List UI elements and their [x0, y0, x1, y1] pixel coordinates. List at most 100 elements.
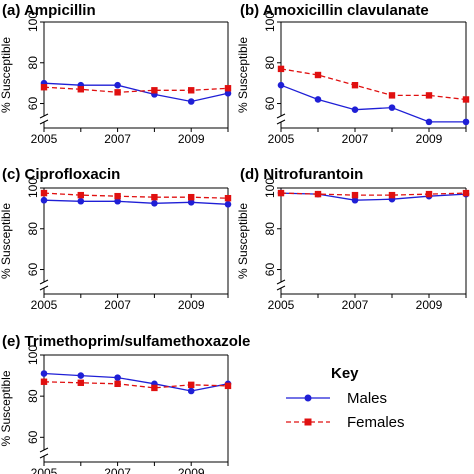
data-point-females — [351, 191, 359, 199]
legend-label: Males — [347, 390, 387, 407]
x-tick-label: 2007 — [104, 132, 131, 146]
x-tick-label: 2005 — [31, 132, 58, 146]
x-tick-label: 2007 — [104, 466, 131, 474]
series-line-males — [280, 192, 467, 201]
data-point-males — [77, 197, 85, 205]
data-point-females — [224, 85, 232, 92]
data-point-males — [224, 201, 232, 208]
data-point-females — [77, 86, 84, 93]
panel-title: (a) Ampicillin — [2, 2, 96, 19]
data-point-males — [40, 196, 48, 204]
panel-title: (b) Amoxicillin clavulanate — [240, 2, 429, 19]
series-line-males — [280, 84, 466, 123]
data-point-males — [462, 118, 470, 126]
legend-title: Key — [331, 365, 359, 382]
y-tick-label: 100 — [263, 178, 277, 198]
data-point-females — [188, 193, 195, 201]
data-point-males — [187, 387, 195, 395]
axis-break-mark — [39, 447, 49, 459]
series-line-males — [43, 372, 229, 392]
series-line-females — [43, 192, 229, 199]
data-point-males — [40, 370, 48, 377]
data-point-females — [114, 192, 121, 200]
panel-4: (d) Nitrofurantoin 2005 2007 2009 60 80 100 % S… — [236, 166, 470, 312]
data-point-females — [277, 65, 285, 73]
data-point-males — [187, 98, 195, 105]
data-point-females — [425, 190, 433, 198]
legend-label: Females — [347, 414, 405, 431]
y-tick-label: 80 — [263, 56, 277, 70]
x-tick-label: 2009 — [416, 298, 443, 312]
data-point-females — [40, 189, 48, 197]
data-point-females — [224, 382, 232, 390]
y-axis-label: % Susceptible — [0, 37, 13, 113]
y-tick-label: 80 — [26, 56, 40, 70]
x-tick-label: 2005 — [268, 298, 295, 312]
axis-break-mark — [276, 279, 286, 291]
data-point-males — [224, 90, 232, 97]
data-point-females — [151, 384, 158, 392]
data-point-males — [77, 372, 85, 379]
data-point-females — [224, 194, 232, 202]
data-point-males — [187, 198, 195, 206]
panel-title: (d) Nitrofurantoin — [240, 166, 363, 183]
data-point-females — [77, 379, 84, 386]
data-point-females — [388, 92, 396, 99]
series-line-females — [280, 192, 467, 196]
data-point-females — [388, 191, 396, 199]
panel-2: (b) Amoxicillin clavulanate 2005 2007 2009 6… — [236, 2, 470, 146]
data-point-males — [114, 374, 121, 381]
legend-marker-males — [304, 394, 312, 402]
data-point-females — [151, 193, 158, 201]
panel-title: (c) Ciprofloxacin — [2, 166, 120, 183]
data-point-females — [188, 381, 195, 389]
data-point-females — [425, 92, 433, 99]
x-tick-label: 2005 — [31, 466, 58, 474]
axis-break-mark — [39, 279, 49, 291]
y-tick-label: 60 — [26, 97, 40, 111]
data-point-females — [114, 89, 121, 96]
x-tick-label: 2007 — [104, 298, 131, 312]
y-tick-label: 80 — [263, 222, 277, 236]
data-point-females — [314, 190, 322, 198]
x-tick-label: 2009 — [178, 132, 205, 146]
x-tick-label: 2009 — [178, 298, 205, 312]
y-tick-label: 80 — [26, 222, 40, 236]
y-tick-label: 100 — [26, 12, 40, 32]
data-point-females — [314, 71, 322, 79]
data-point-males — [151, 199, 158, 207]
data-point-males — [114, 197, 121, 205]
data-point-females — [40, 378, 48, 385]
y-tick-label: 60 — [263, 97, 277, 111]
data-point-females — [77, 191, 84, 199]
data-point-males — [277, 81, 285, 89]
x-tick-label: 2005 — [268, 132, 295, 146]
y-axis-label: % Susceptible — [0, 370, 13, 446]
data-point-males — [314, 96, 322, 103]
data-point-males — [425, 118, 433, 126]
series-line-males — [43, 82, 229, 103]
panel-3: (c) Ciprofloxacin 2005 2007 2009 60 80 100 % Su… — [0, 166, 232, 312]
x-tick-label: 2009 — [178, 466, 205, 474]
x-tick-label: 2007 — [342, 298, 369, 312]
data-point-females — [151, 87, 158, 94]
x-tick-label: 2009 — [416, 132, 443, 146]
y-axis-label: % Susceptible — [236, 37, 250, 113]
data-point-females — [462, 189, 470, 197]
y-tick-label: 100 — [26, 178, 40, 198]
y-tick-label: 60 — [26, 263, 40, 277]
x-tick-label: 2005 — [31, 298, 58, 312]
data-point-males — [351, 106, 359, 113]
series-line-females — [280, 68, 467, 101]
data-point-males — [388, 104, 396, 111]
y-axis-label: % Susceptible — [236, 203, 250, 279]
data-point-females — [277, 189, 285, 197]
panel-5: (e) Trimethoprim/sulfamethoxazole 2005 200… — [0, 333, 250, 474]
series-line-females — [43, 86, 229, 93]
data-point-females — [114, 380, 121, 388]
x-tick-label: 2007 — [342, 132, 369, 146]
y-tick-label: 60 — [263, 263, 277, 277]
y-tick-label: 80 — [26, 389, 40, 403]
y-axis-label: % Susceptible — [0, 203, 13, 279]
data-point-males — [351, 196, 359, 204]
